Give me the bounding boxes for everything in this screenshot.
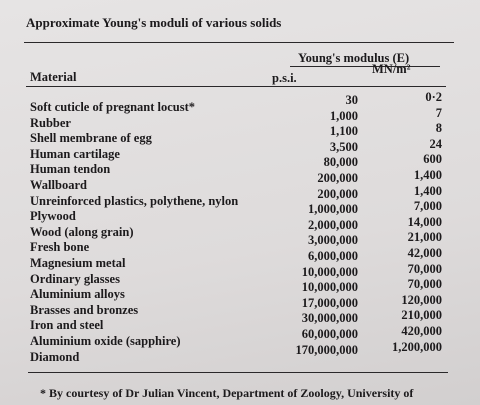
material-cell: Shell membrane of egg xyxy=(30,131,152,146)
material-cell: Diamond xyxy=(30,349,80,364)
si-cell: 210,000 xyxy=(401,308,442,323)
material-cell: Plywood xyxy=(30,209,76,224)
column-header: p.s.i. xyxy=(272,71,297,85)
rule xyxy=(26,86,446,87)
column-header: MN/m² xyxy=(372,62,411,76)
si-cell: 21,000 xyxy=(407,230,442,245)
si-cell: 8 xyxy=(435,121,442,136)
material-cell: Rubber xyxy=(30,115,71,130)
material-cell: Aluminium oxide (sapphire) xyxy=(30,334,181,348)
si-cell: 420,000 xyxy=(401,324,442,338)
material-cell: Human cartilage xyxy=(30,146,120,161)
si-cell: 120,000 xyxy=(401,292,442,307)
psi-cell: 200,000 xyxy=(317,171,358,185)
psi-cell: 200,000 xyxy=(317,186,358,201)
si-cell: 14,000 xyxy=(407,214,442,229)
psi-cell: 3,500 xyxy=(329,139,358,154)
psi-cell: 1,100 xyxy=(329,124,358,139)
psi-cell: 3,000,000 xyxy=(308,233,358,248)
psi-cell: 10,000,000 xyxy=(301,280,358,295)
si-cell: 0·2 xyxy=(425,90,442,104)
si-cell: 24 xyxy=(429,136,443,151)
psi-cell: 170,000,000 xyxy=(295,342,359,357)
material-cell: Unreinforced plastics, polythene, nylon xyxy=(30,193,239,208)
psi-cell: 6,000,000 xyxy=(308,249,358,263)
psi-cell: 17,000,000 xyxy=(301,295,358,310)
psi-cell: 30 xyxy=(345,93,359,107)
material-cell: Soft cuticle of pregnant locust* xyxy=(30,100,196,114)
material-cell: Human tendon xyxy=(30,162,111,177)
si-cell: 7,000 xyxy=(413,199,442,214)
psi-cell: 1,000,000 xyxy=(308,202,358,217)
table-title: Approximate Young's moduli of various so… xyxy=(26,15,282,30)
material-cell: Iron and steel xyxy=(30,318,104,333)
rule xyxy=(24,42,454,43)
material-cell: Fresh bone xyxy=(30,240,90,255)
material-cell: Wallboard xyxy=(30,178,87,192)
material-cell: Brasses and bronzes xyxy=(30,302,139,317)
si-cell: 600 xyxy=(423,152,442,167)
psi-cell: 60,000,000 xyxy=(301,327,358,341)
column-header: Material xyxy=(30,70,77,84)
psi-cell: 80,000 xyxy=(323,155,358,170)
si-cell: 70,000 xyxy=(407,261,442,276)
si-cell: 7 xyxy=(435,105,442,120)
psi-cell: 30,000,000 xyxy=(301,311,358,326)
material-cell: Magnesium metal xyxy=(30,256,126,270)
psi-cell: 2,000,000 xyxy=(308,217,358,232)
rule xyxy=(28,372,448,373)
material-cell: Wood (along grain) xyxy=(30,224,134,239)
material-cell: Ordinary glasses xyxy=(30,271,120,286)
si-cell: 70,000 xyxy=(407,277,442,292)
si-cell: 42,000 xyxy=(407,246,442,260)
si-cell: 1,200,000 xyxy=(392,339,442,354)
material-cell: Aluminium alloys xyxy=(30,287,125,302)
psi-cell: 1,000 xyxy=(329,108,358,123)
si-cell: 1,400 xyxy=(413,183,442,198)
footnote: * By courtesy of Dr Julian Vincent, Depa… xyxy=(40,386,414,400)
rule xyxy=(290,66,440,67)
si-cell: 1,400 xyxy=(413,168,442,182)
group-header: Young's modulus (E) xyxy=(298,51,410,65)
psi-cell: 10,000,000 xyxy=(301,264,358,279)
